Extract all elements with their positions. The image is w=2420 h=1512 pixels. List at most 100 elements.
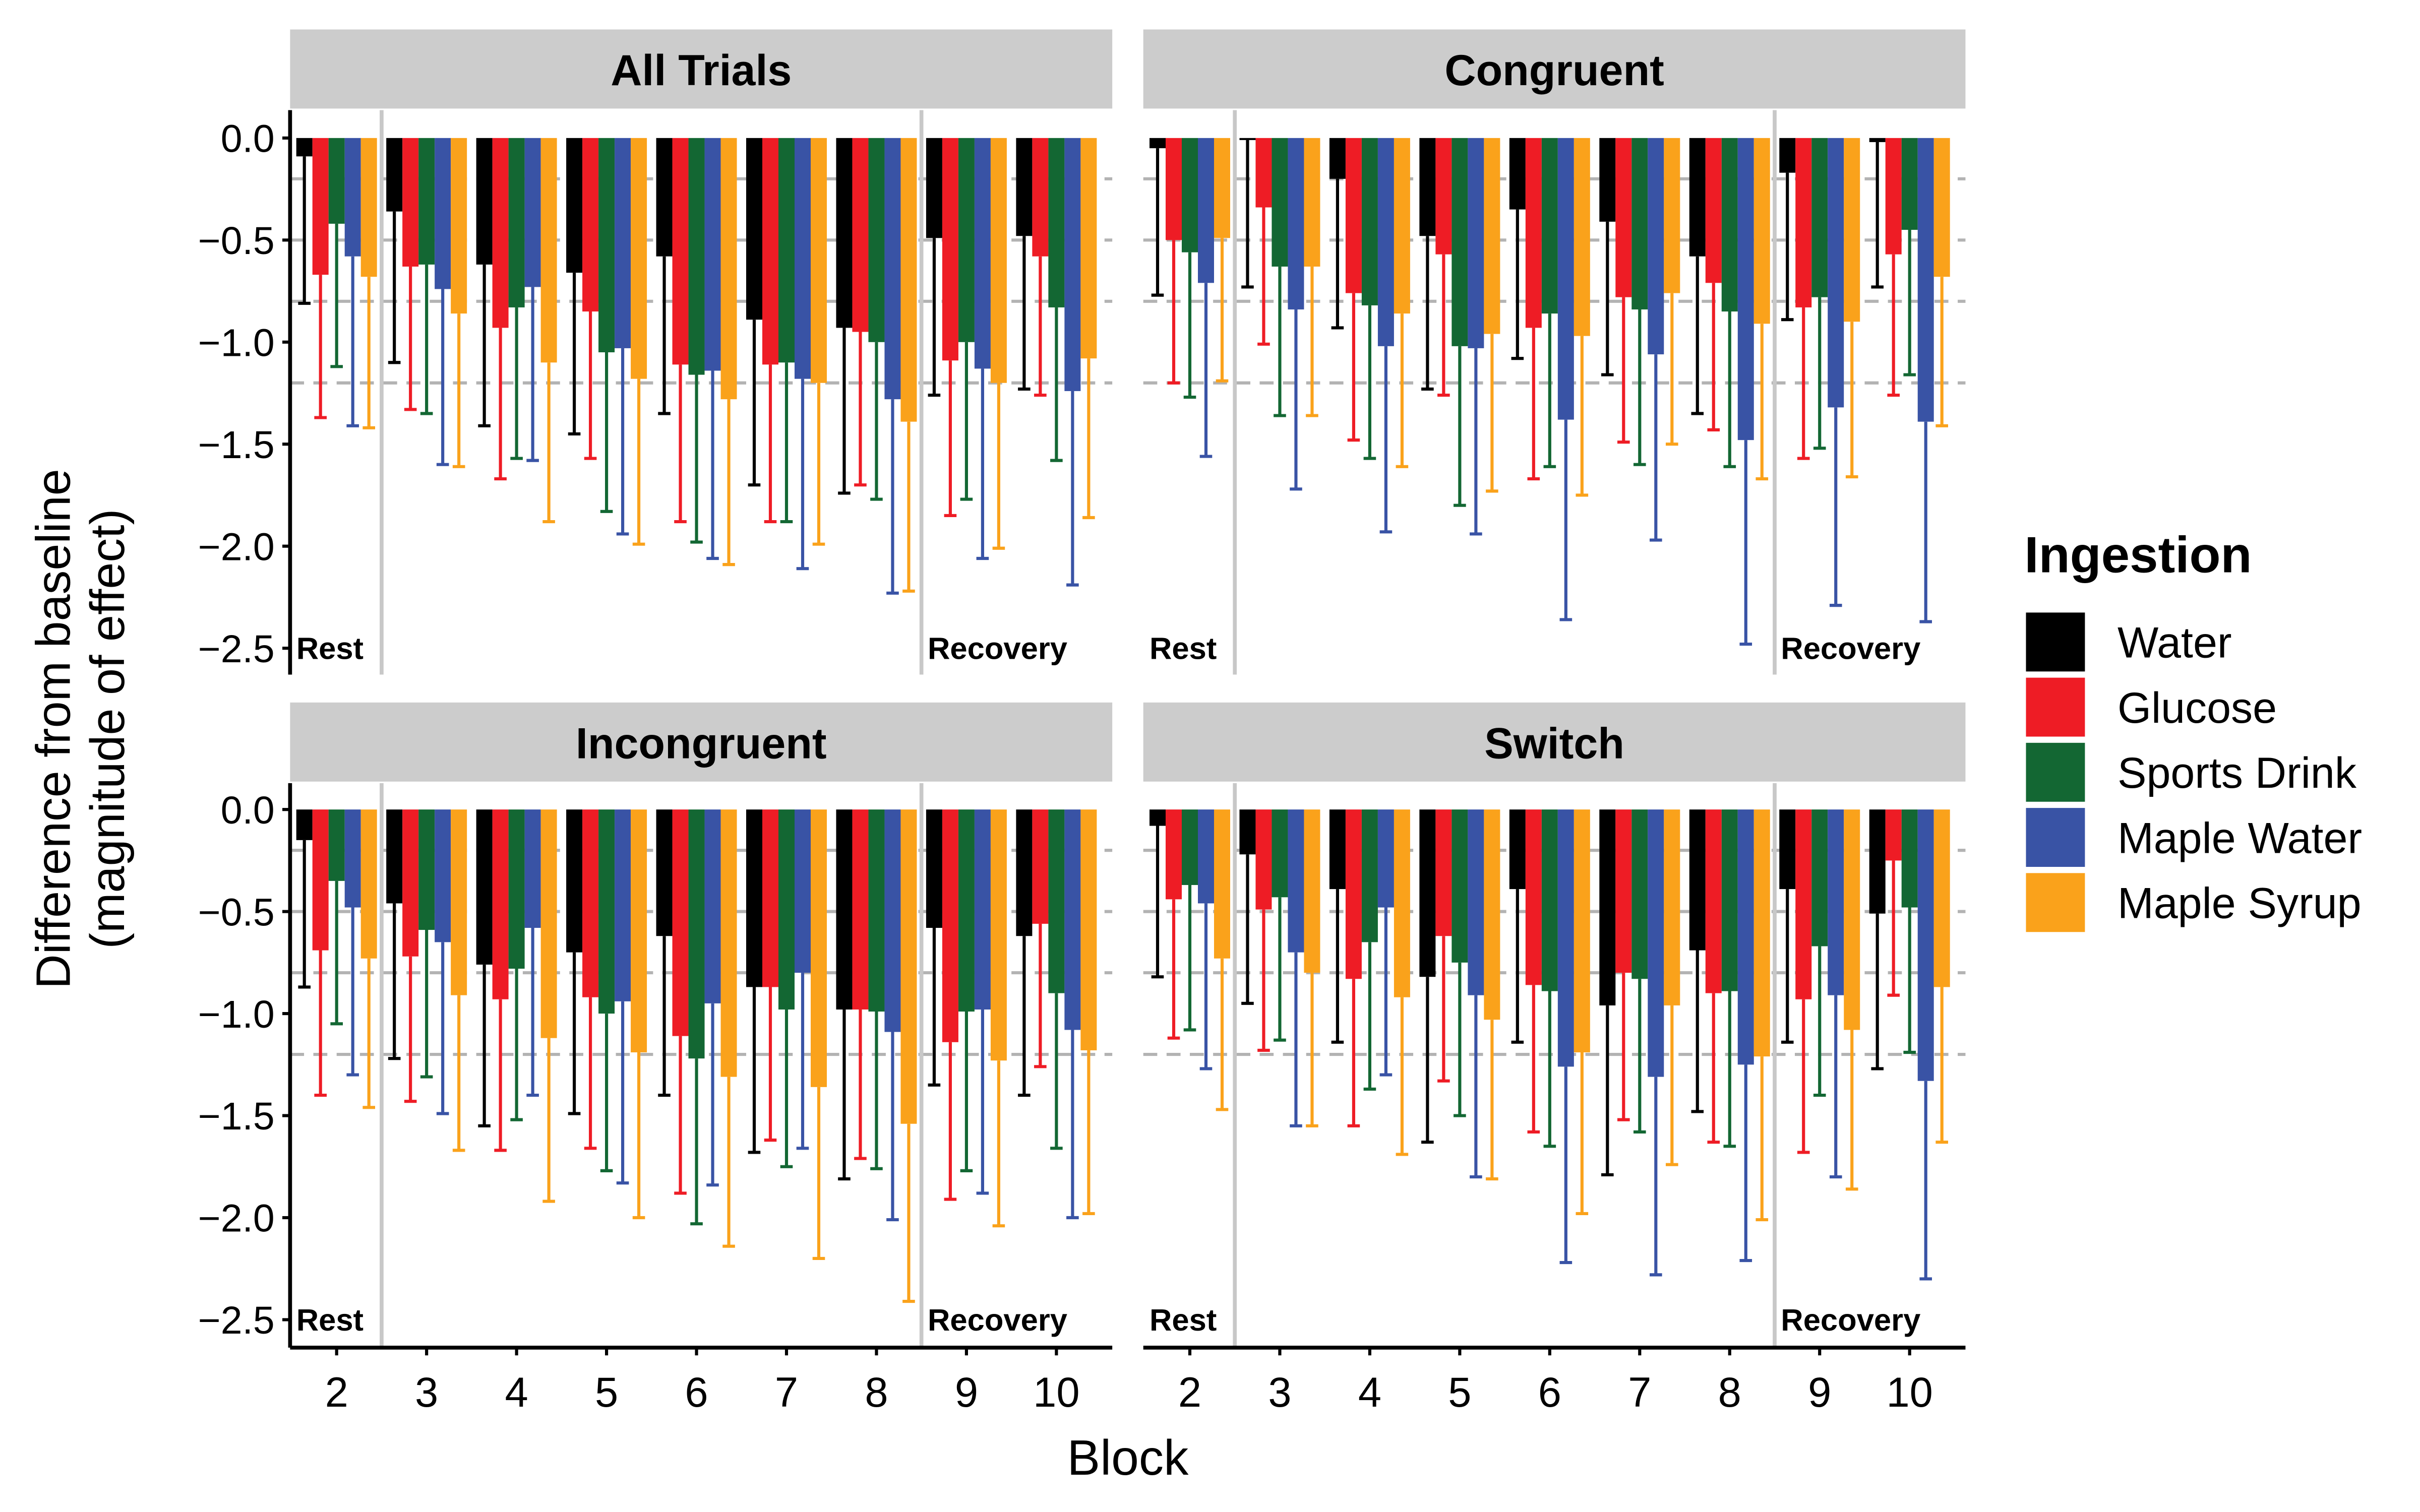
bar-maple-water xyxy=(524,809,541,928)
phase-label-rest: Rest xyxy=(296,1303,364,1338)
bar-water xyxy=(1509,138,1526,210)
bar-maple-syrup xyxy=(1080,809,1097,1050)
panel-congruent: Congruent Rest Recovery xyxy=(1143,29,1966,675)
bar-sports-drink xyxy=(688,809,705,1059)
legend-swatch-water xyxy=(2026,612,2085,672)
bar-maple-water xyxy=(1064,138,1081,391)
bar-water xyxy=(386,809,403,904)
bar-water xyxy=(1599,809,1616,1005)
legend-label: Sports Drink xyxy=(2118,749,2357,797)
panel-switch: Switch Rest Recovery 2 3 4 5 6 7 8 9 10 xyxy=(1143,702,1966,1416)
bar-water xyxy=(1509,809,1526,890)
y-tick-label: −2.0 xyxy=(198,1197,275,1240)
y-axis-title-line1: Difference from baseline xyxy=(27,469,80,989)
bar-water xyxy=(1599,138,1616,222)
bar-maple-syrup xyxy=(1664,138,1680,293)
bar-maple-water xyxy=(1648,138,1664,355)
x-tick-label: 9 xyxy=(1808,1369,1831,1416)
bar-sports-drink xyxy=(1451,809,1468,963)
bar-maple-water xyxy=(615,809,631,1001)
bar-maple-syrup xyxy=(1214,809,1230,959)
bar-glucose xyxy=(1615,138,1632,297)
bar-water xyxy=(1329,809,1346,890)
bar-maple-water xyxy=(884,809,901,1032)
bar-sports-drink xyxy=(1048,138,1065,307)
bar-sports-drink xyxy=(598,809,615,1014)
bar-maple-syrup xyxy=(900,138,917,422)
bar-maple-syrup xyxy=(1753,138,1770,324)
bar-maple-syrup xyxy=(810,138,827,383)
bar-sports-drink xyxy=(508,138,525,307)
x-tick-label: 4 xyxy=(1358,1369,1381,1416)
bar-sports-drink xyxy=(1272,809,1288,898)
bar-glucose xyxy=(1255,138,1272,208)
bar-maple-water xyxy=(795,138,811,379)
bar-maple-syrup xyxy=(1304,809,1320,973)
bar-sports-drink xyxy=(418,138,435,265)
x-tick-label: 5 xyxy=(595,1369,618,1416)
x-tick-label: 5 xyxy=(1448,1369,1471,1416)
bar-glucose xyxy=(1435,809,1452,936)
panel-incongruent: Incongruent Rest Recovery 0.0 −0.5 −1.0 −1.5 −2… xyxy=(198,702,1113,1416)
bar-maple-syrup xyxy=(1574,809,1590,1053)
bar-water xyxy=(926,809,942,928)
bar-water xyxy=(1689,809,1706,951)
bar-maple-water xyxy=(1377,138,1394,346)
bar-maple-syrup xyxy=(1844,809,1860,1030)
bar-glucose xyxy=(1525,809,1542,985)
bar-maple-water xyxy=(1737,809,1754,1065)
bar-water xyxy=(476,809,493,965)
bar-glucose xyxy=(852,138,869,332)
bar-water xyxy=(1419,138,1436,236)
bar-maple-syrup xyxy=(1844,138,1860,322)
bar-glucose xyxy=(312,138,329,275)
legend-label: Maple Syrup xyxy=(2118,879,2362,928)
bar-sports-drink xyxy=(1361,138,1378,305)
facet-strip xyxy=(1143,702,1966,782)
bar-maple-syrup xyxy=(990,809,1007,1061)
bar-maple-water xyxy=(1828,138,1844,408)
bar-sports-drink xyxy=(1048,809,1065,993)
bar-sports-drink xyxy=(868,809,885,1012)
bar-glucose xyxy=(582,809,599,997)
bar-maple-water xyxy=(974,809,991,1010)
x-tick-label: 2 xyxy=(325,1369,348,1416)
x-axis-title: Block xyxy=(1067,1430,1189,1485)
bar-maple-water xyxy=(1198,809,1214,904)
bar-maple-water xyxy=(704,809,721,1003)
bar-water xyxy=(656,138,673,257)
bar-water xyxy=(1239,809,1256,855)
legend-label: Glucose xyxy=(2118,684,2277,732)
bar-maple-syrup xyxy=(720,138,737,400)
bar-water xyxy=(1016,138,1033,236)
bar-water xyxy=(1329,138,1346,179)
legend-label: Maple Water xyxy=(2118,814,2362,862)
bar-glucose xyxy=(582,138,599,312)
bar-maple-water xyxy=(1917,809,1934,1081)
bar-water xyxy=(1419,809,1436,977)
x-tick-label: 3 xyxy=(1268,1369,1291,1416)
bar-sports-drink xyxy=(958,138,975,342)
x-tick-label: 2 xyxy=(1178,1369,1201,1416)
bar-water xyxy=(1779,138,1796,173)
facet-title: Congruent xyxy=(1444,46,1664,95)
bar-maple-water xyxy=(435,138,451,289)
y-axis-title-line2: (magnitude of effect) xyxy=(81,509,135,949)
bar-sports-drink xyxy=(508,809,525,969)
bar-maple-syrup xyxy=(1484,138,1500,334)
bar-sports-drink xyxy=(328,138,345,224)
bar-sports-drink xyxy=(688,138,705,375)
bar-glucose xyxy=(942,138,958,361)
bar-water xyxy=(1869,809,1886,914)
bar-glucose xyxy=(1345,138,1362,293)
bar-maple-water xyxy=(1917,138,1934,422)
bar-sports-drink xyxy=(1721,138,1738,312)
bar-sports-drink xyxy=(1272,138,1288,267)
bar-sports-drink xyxy=(1631,809,1648,979)
bar-water xyxy=(656,809,673,936)
y-tick-label: −1.0 xyxy=(198,321,275,364)
bar-maple-water xyxy=(1557,809,1574,1067)
bar-maple-water xyxy=(1737,138,1754,440)
x-tick-label: 6 xyxy=(685,1369,708,1416)
